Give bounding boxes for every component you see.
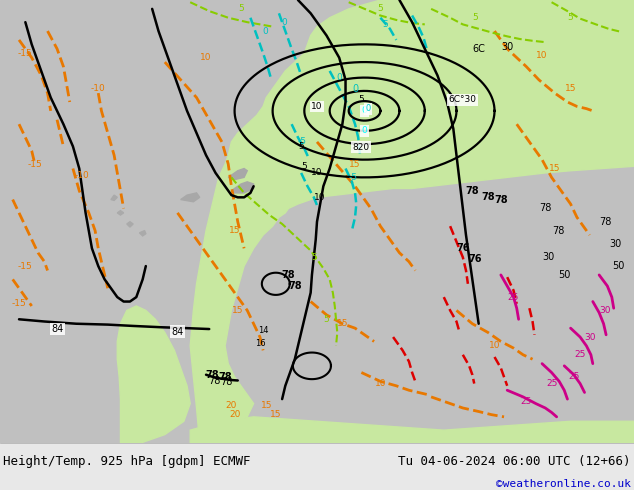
Polygon shape: [117, 306, 190, 443]
Text: 5: 5: [358, 95, 365, 104]
Text: 15: 15: [261, 401, 272, 410]
Text: 10: 10: [311, 102, 323, 111]
Text: 78: 78: [281, 270, 295, 280]
Text: 0: 0: [262, 26, 268, 36]
Text: 10: 10: [311, 169, 323, 177]
Text: 20: 20: [229, 410, 240, 419]
Text: Height/Temp. 925 hPa [gdpm] ECMWF: Height/Temp. 925 hPa [gdpm] ECMWF: [3, 455, 250, 467]
Text: -10: -10: [91, 84, 106, 93]
Text: 15: 15: [337, 319, 348, 328]
Text: 78: 78: [599, 217, 612, 227]
Text: 6C: 6C: [472, 44, 485, 54]
Text: 30: 30: [584, 333, 595, 342]
Text: 50: 50: [558, 270, 571, 280]
Text: 84: 84: [171, 327, 184, 337]
Text: -5: -5: [297, 137, 306, 147]
Polygon shape: [127, 221, 133, 227]
Text: 15: 15: [349, 160, 361, 169]
Text: -5: -5: [349, 173, 358, 182]
Text: 5: 5: [472, 13, 479, 22]
Text: 820: 820: [353, 143, 370, 152]
Text: -10: -10: [75, 171, 90, 180]
Text: 5: 5: [311, 253, 317, 262]
Text: 15: 15: [565, 84, 576, 93]
Text: -15: -15: [27, 160, 42, 169]
Polygon shape: [117, 211, 124, 215]
Text: 78: 78: [481, 193, 495, 202]
Text: 25: 25: [521, 397, 532, 406]
Text: 20: 20: [226, 401, 237, 410]
Text: 30: 30: [609, 239, 621, 249]
Text: 78: 78: [494, 195, 508, 204]
Text: 5: 5: [301, 162, 307, 171]
Text: 76: 76: [469, 254, 482, 265]
Text: 0: 0: [336, 73, 342, 82]
Text: Tu 04-06-2024 06:00 UTC (12+66): Tu 04-06-2024 06:00 UTC (12+66): [398, 455, 631, 467]
Text: 78: 78: [208, 376, 221, 387]
Text: 76: 76: [456, 244, 470, 253]
Text: 16: 16: [255, 339, 265, 348]
Text: ©weatheronline.co.uk: ©weatheronline.co.uk: [496, 479, 631, 490]
Polygon shape: [139, 231, 146, 236]
Text: 0: 0: [361, 126, 368, 135]
Text: 15: 15: [232, 306, 243, 315]
Text: 10: 10: [314, 193, 326, 202]
Text: -15: -15: [11, 299, 27, 308]
Text: 5: 5: [377, 4, 384, 13]
Text: 0: 0: [361, 106, 368, 115]
Text: 5: 5: [238, 4, 244, 13]
Polygon shape: [190, 0, 634, 443]
Text: 30: 30: [542, 252, 555, 262]
Text: 30: 30: [501, 42, 514, 51]
Text: 5: 5: [567, 13, 574, 22]
Text: 78: 78: [552, 225, 564, 236]
Polygon shape: [228, 169, 247, 180]
Text: 78: 78: [465, 186, 479, 196]
Text: 14: 14: [258, 326, 268, 335]
Text: 0: 0: [281, 18, 287, 26]
Text: 25: 25: [546, 379, 557, 388]
Text: 25: 25: [568, 372, 579, 381]
Text: 0: 0: [352, 84, 358, 94]
Polygon shape: [190, 417, 634, 443]
Text: 78: 78: [220, 377, 233, 387]
Text: 10: 10: [489, 342, 500, 350]
Text: 30: 30: [600, 306, 611, 315]
Text: 78: 78: [205, 370, 219, 380]
Text: 10: 10: [375, 379, 386, 388]
Text: 10: 10: [536, 51, 548, 60]
Text: 5: 5: [298, 142, 304, 151]
Text: 78: 78: [218, 372, 232, 382]
Text: 5: 5: [323, 315, 330, 324]
Polygon shape: [231, 182, 254, 193]
Text: 15: 15: [270, 410, 281, 419]
Text: 10: 10: [200, 53, 212, 62]
Text: 25: 25: [574, 350, 586, 359]
Text: -15: -15: [18, 262, 33, 270]
Polygon shape: [111, 195, 117, 200]
Text: 6C°30: 6C°30: [449, 95, 477, 104]
Text: 15: 15: [549, 164, 560, 173]
Text: 0: 0: [365, 104, 370, 113]
Text: 84: 84: [51, 324, 63, 334]
Text: -15: -15: [18, 49, 33, 58]
Text: 50: 50: [612, 261, 624, 271]
Polygon shape: [181, 193, 200, 202]
Text: 78: 78: [539, 203, 552, 214]
Text: 5: 5: [382, 20, 389, 29]
Text: 25: 25: [508, 293, 519, 302]
Text: 78: 78: [288, 281, 302, 291]
Text: 15: 15: [229, 226, 240, 235]
